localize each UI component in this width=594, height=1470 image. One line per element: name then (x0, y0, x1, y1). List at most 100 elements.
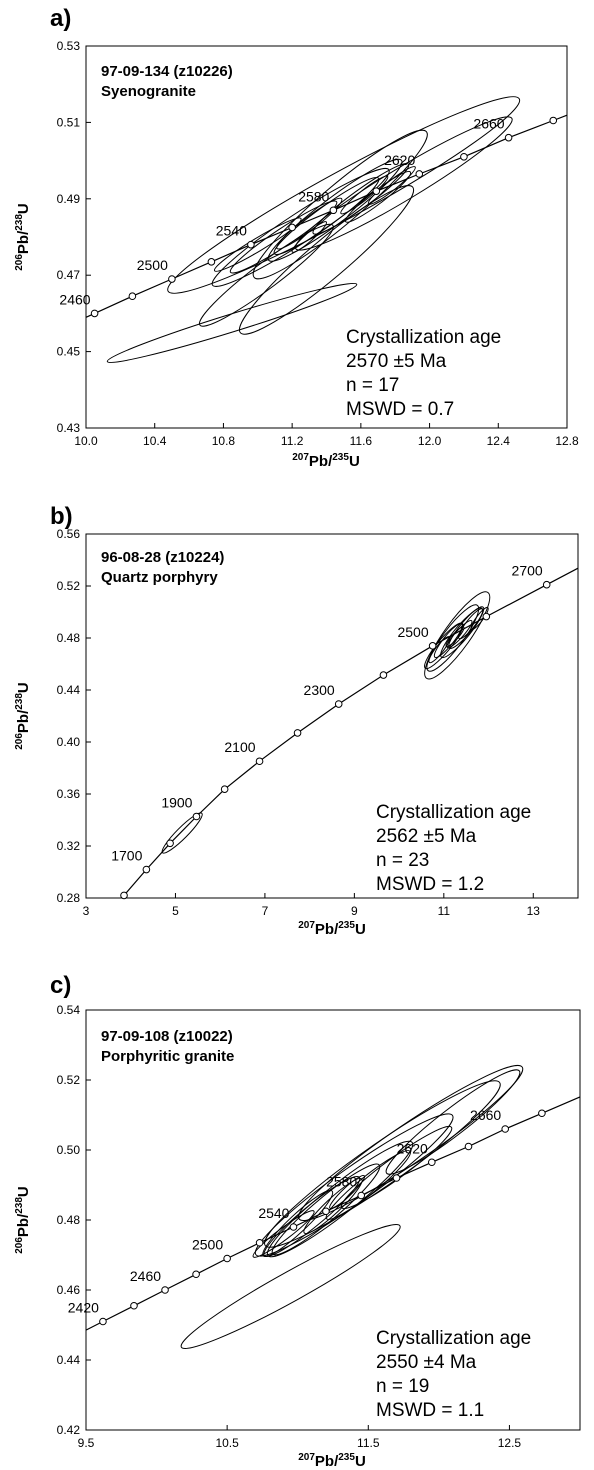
panel-a-stat-n: n = 17 (346, 375, 399, 396)
panel-c-age-label: 2580 (326, 1174, 357, 1190)
panel-a-x-tick-label: 10.4 (143, 434, 167, 448)
panel-b-error-ellipse (424, 591, 491, 680)
panel-c-ticks: 9.5 10.5 11.5 12.5 0.42 0.44 0.46 0.48 0.50 0.52 0… (57, 1003, 522, 1450)
panel-c-age-marker (357, 1191, 366, 1200)
panel-a-y-tick-label: 0.51 (57, 115, 81, 129)
panel-b-x-tick-label: 9 (351, 904, 358, 918)
panel-a-error-ellipse (291, 221, 328, 253)
panel-a-error-ellipse (211, 167, 390, 287)
panel-a-age-marker (329, 206, 338, 215)
panel-c-age-marker (192, 1270, 200, 1279)
panel-b-stat-age: 2562 ±5 Ma (376, 826, 477, 847)
panel-a: a) 97-09-134 (z10226) Syenogranite 24602… (14, 5, 579, 470)
panel-a-age-label: 2500 (137, 257, 168, 273)
panel-a-x-tick-label: 10.0 (74, 434, 98, 448)
panel-b-x-tick-label: 5 (172, 904, 179, 918)
panel-a-y-tick-label: 0.43 (57, 421, 81, 435)
panel-a-x-tick-label: 11.6 (350, 434, 373, 448)
panel-c-y-axis-label: 206Pb/238U (14, 1186, 32, 1254)
panel-a-stat-mswd: MSWD = 0.7 (346, 399, 454, 420)
panel-c-y-tick-label: 0.44 (57, 1353, 81, 1367)
panel-a-age-label: 2540 (216, 223, 247, 239)
panel-c-age-marker (464, 1142, 473, 1151)
panel-b-y-tick-label: 0.52 (57, 579, 81, 593)
panel-a-age-label: 2580 (298, 188, 329, 204)
panel-c-age-label: 2540 (258, 1205, 289, 1221)
panel-c-age-marker (428, 1158, 436, 1167)
panel-c-y-tick-label: 0.52 (57, 1073, 81, 1087)
panel-c-x-tick-label: 12.5 (498, 1436, 522, 1450)
panel-b-age-label: 2300 (304, 682, 335, 698)
panel-a-ellipses (106, 96, 521, 363)
panel-b-age-marker (255, 757, 264, 766)
panel-b-age-marker (542, 580, 551, 589)
panel-b-plot-frame (85, 533, 579, 899)
panel-a-error-ellipse (213, 217, 302, 272)
panel-a-y-tick-label: 0.49 (57, 192, 81, 206)
panel-b-y-tick-label: 0.40 (57, 735, 81, 749)
panel-c-error-ellipse (340, 1125, 453, 1210)
panel-a-rock-type: Syenogranite (101, 83, 196, 100)
panel-c-stat-title: Crystallization age (376, 1328, 531, 1349)
panel-a-x-tick-label: 11.2 (281, 434, 304, 448)
panel-c-age-label: 2620 (397, 1140, 428, 1156)
panel-a-age-label: 2620 (384, 152, 415, 168)
panel-a-age-label: 2460 (59, 291, 90, 307)
panel-b-age-marker (142, 865, 151, 874)
panel-a-concordia-curve (85, 114, 568, 318)
panel-b-error-ellipse (458, 608, 484, 640)
panel-c-age-label: 2420 (68, 1300, 99, 1316)
panel-c-error-ellipse (325, 1150, 411, 1220)
panel-b-y-tick-label: 0.36 (57, 787, 81, 801)
panel-c-age-marker (130, 1301, 138, 1310)
panel-c-x-tick-label: 11.5 (357, 1436, 380, 1450)
panel-b-x-tick-label: 7 (262, 904, 269, 918)
panel-b-stat-mswd: MSWD = 1.2 (376, 874, 484, 895)
panel-b-concordia-curve (123, 567, 579, 896)
panel-b-x-tick-label: 11 (438, 904, 451, 918)
panel-c-rock-type: Porphyritic granite (101, 1048, 234, 1065)
panel-a-error-ellipse (198, 223, 334, 327)
panel-a-age-marker (504, 133, 513, 142)
panel-a-age-marker (460, 152, 468, 161)
panel-b-error-ellipse (446, 619, 473, 649)
panel-b-x-tick-label: 13 (527, 904, 541, 918)
panel-c-error-ellipse (252, 1210, 315, 1258)
panel-c-age-marker (289, 1223, 298, 1231)
panel-c-stat-n: n = 19 (376, 1376, 429, 1397)
panel-a-y-tick-label: 0.45 (57, 345, 81, 359)
panel-a-age-marker (207, 258, 216, 266)
panel-a-stat-age: 2570 ±5 Ma (346, 351, 447, 372)
panel-c-y-tick-label: 0.54 (57, 1003, 81, 1017)
panel-b-age-marker (293, 729, 302, 737)
panel-a-error-ellipse (267, 158, 403, 262)
panel-c-age-marker (538, 1109, 546, 1118)
panel-c-age-marker (255, 1238, 264, 1247)
panel-b-age-marker (334, 700, 343, 708)
panel-a-error-ellipse (252, 129, 428, 280)
panel-a-error-ellipse (238, 185, 415, 335)
panel-b: b) 96-08-28 (z10224) Quartz porphyry 170… (14, 503, 579, 938)
panel-b-age-label: 2100 (224, 739, 255, 755)
panel-c-concordia: 2420 2460 2500 2540 2580 2620 2660 (68, 1096, 581, 1331)
panel-c-age-label: 2460 (130, 1268, 161, 1284)
panel-c-y-tick-label: 0.46 (57, 1283, 81, 1297)
panel-c-age-marker (501, 1125, 509, 1133)
panel-b-age-label: 2500 (397, 624, 428, 640)
panel-c-age-marker (99, 1317, 107, 1326)
panel-a-age-marker (288, 223, 296, 232)
panel-c-stat-age: 2550 ±4 Ma (376, 1352, 477, 1373)
panel-b-age-marker (192, 812, 201, 821)
panel-c-age-marker (322, 1207, 330, 1216)
panel-a-x-tick-label: 12.8 (555, 434, 579, 448)
panel-b-y-tick-label: 0.44 (57, 683, 81, 697)
panel-b-x-tick-label: 3 (83, 904, 90, 918)
panel-b-age-label: 2700 (512, 563, 543, 579)
panel-c: c) 97-09-108 (z10022) Porphyritic granit… (14, 972, 581, 1470)
panel-c-age-label: 2660 (470, 1107, 501, 1123)
panel-b-rock-type: Quartz porphyry (101, 569, 218, 586)
panel-c-error-ellipse (266, 1140, 414, 1258)
panel-a-error-ellipse (106, 282, 358, 363)
panel-a-age-label: 2660 (473, 116, 504, 132)
